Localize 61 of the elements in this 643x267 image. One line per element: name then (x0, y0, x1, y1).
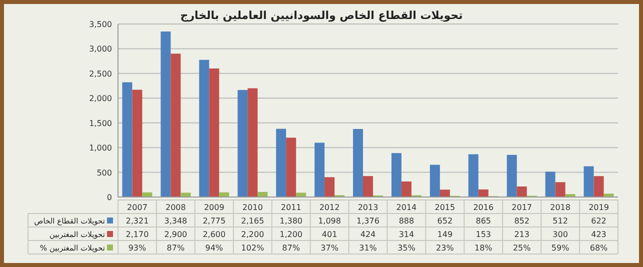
x-tick-label: 2008 (166, 203, 186, 212)
data-label: 23% (436, 244, 454, 252)
x-tick-label: 2013 (358, 203, 378, 212)
data-label: 93% (128, 244, 147, 252)
data-label: 149 (437, 230, 453, 239)
x-tick-label: 2017 (512, 203, 532, 212)
y-tick-label: 3,000 (89, 44, 112, 54)
chart-title: تحويلات القطاع الخاص والسودانيين العاملين بالخارج (180, 9, 463, 22)
x-tick-label: 2012 (319, 203, 340, 212)
data-label: 213 (514, 230, 530, 239)
x-tick-label: 2015 (434, 203, 456, 212)
data-label: 888 (398, 216, 414, 226)
data-label: 401 (322, 230, 338, 239)
data-label: 3,348 (164, 216, 188, 226)
data-label: 2,170 (126, 230, 149, 239)
data-label: 1,098 (318, 216, 341, 226)
data-label: 2,900 (164, 230, 188, 239)
data-label: 423 (591, 230, 606, 239)
data-label: 25% (512, 244, 532, 252)
data-label: 37% (320, 244, 339, 252)
data-label: 424 (360, 230, 376, 239)
data-label: 2,200 (241, 230, 264, 239)
y-tick-label: 2,000 (89, 94, 112, 104)
data-label: 87% (166, 244, 185, 252)
data-label: 1,376 (356, 216, 380, 226)
data-label: 153 (476, 230, 492, 239)
data-label: 2,165 (241, 216, 264, 226)
data-label: 68% (590, 244, 608, 252)
data-label: 35% (398, 244, 416, 252)
y-tick-label: 500 (96, 168, 112, 178)
x-tick-label: 2007 (127, 203, 148, 212)
data-label: 512 (552, 216, 568, 226)
x-tick-label: 2016 (473, 203, 494, 212)
data-label: 102% (241, 244, 264, 252)
data-label: 18% (474, 244, 493, 252)
data-label: 1,200 (280, 230, 303, 239)
data-label: 2,321 (126, 216, 149, 226)
data-label: 59% (551, 244, 570, 252)
x-tick-label: 2014 (396, 203, 417, 212)
data-label: 852 (514, 216, 530, 226)
data-label: 300 (552, 230, 568, 239)
x-tick-label: 2010 (242, 203, 263, 212)
data-label: 652 (437, 216, 453, 226)
data-label: 1,380 (280, 216, 303, 226)
x-tick-label: 2019 (588, 203, 609, 212)
data-label: 314 (398, 230, 414, 239)
data-label: 2,775 (202, 216, 226, 226)
x-tick-label: 2018 (550, 203, 570, 212)
x-tick-label: 2011 (280, 203, 302, 212)
data-label: 865 (476, 216, 492, 226)
x-tick-label: 2009 (204, 203, 224, 212)
y-tick-label: 0 (106, 193, 112, 202)
data-label: 87% (282, 244, 300, 252)
data-label: 2,600 (202, 230, 226, 239)
data-label: 622 (591, 216, 606, 226)
y-tick-label: 1,500 (89, 118, 112, 128)
y-tick-label: 2,500 (89, 69, 112, 78)
y-tick-label: 1,000 (89, 144, 112, 153)
y-tick-label: 3,500 (89, 20, 112, 29)
data-label: 31% (359, 244, 378, 252)
data-label: 94% (205, 244, 224, 252)
